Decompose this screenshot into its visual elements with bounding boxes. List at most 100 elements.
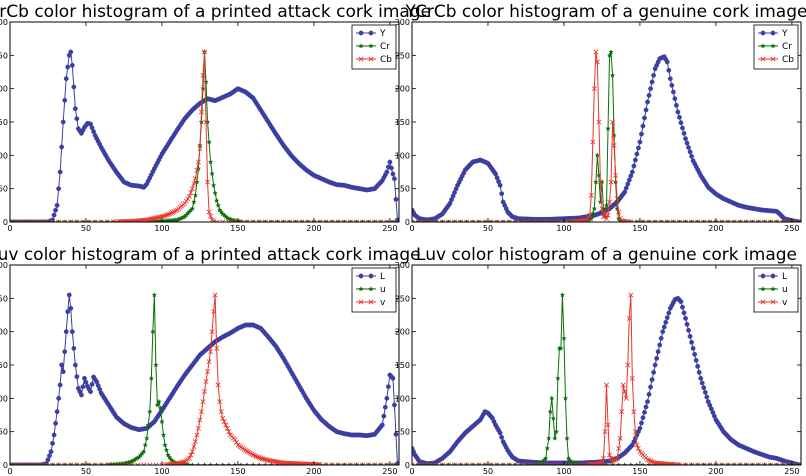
series-point-Cb <box>317 219 323 222</box>
series-point-Cb <box>170 209 176 215</box>
series-point-Cb <box>561 219 567 222</box>
series-point-v <box>31 462 37 465</box>
y-tick-label: 250 <box>0 51 8 60</box>
legend-label-Cr: Cr <box>380 42 390 52</box>
legend-marker-Y <box>760 30 766 36</box>
series-point-Cb <box>384 219 390 222</box>
series-point-Cb <box>731 219 737 222</box>
series-point-L <box>74 374 80 380</box>
series-point-v <box>110 462 116 465</box>
series-point-v <box>116 462 122 465</box>
series-point-u <box>156 398 162 404</box>
series-point-v <box>224 425 230 431</box>
series-point-v <box>452 462 458 465</box>
y-tick-label: 150 <box>395 118 410 127</box>
x-tick-label: 50 <box>483 224 493 233</box>
y-tick-label: 0 <box>3 218 8 227</box>
series-point-v <box>651 459 657 465</box>
series-point-v <box>719 462 725 465</box>
series-point-u <box>145 422 151 428</box>
series-point-u <box>546 435 552 441</box>
series-point-v <box>215 382 221 388</box>
series-point-Cb <box>214 219 220 222</box>
series-point-Cb <box>56 219 62 222</box>
series-point-L <box>649 377 655 383</box>
series-point-Cb <box>500 219 506 222</box>
series-point-L <box>56 395 62 401</box>
series-point-v <box>68 462 74 465</box>
y-tick-label: 200 <box>395 85 410 94</box>
series-point-Y <box>664 59 670 65</box>
series-point-L <box>60 369 66 375</box>
series-point-Cb <box>683 219 688 222</box>
series-point-v <box>458 462 464 465</box>
series-point-L <box>689 339 694 345</box>
series-point-Cb <box>549 219 555 222</box>
series-point-Cb <box>19 219 25 222</box>
series-point-Y <box>672 96 678 102</box>
legend-label-u: u <box>380 285 386 295</box>
series-point-v <box>86 462 92 465</box>
series-point-L <box>666 310 672 316</box>
x-tick-label: 0 <box>409 467 414 476</box>
x-tick-label: 250 <box>784 224 799 233</box>
series-point-L <box>678 299 684 305</box>
x-tick-label: 200 <box>306 224 321 233</box>
series-point-u <box>559 292 566 298</box>
series-point-v <box>768 462 774 465</box>
series-point-v <box>153 462 159 465</box>
plot-area <box>412 292 801 465</box>
series-line-L <box>412 297 800 465</box>
plot-area <box>412 49 801 222</box>
series-point-u <box>555 375 561 381</box>
series-point-v <box>608 455 614 461</box>
series-point-L <box>699 380 705 386</box>
series-point-Y <box>57 169 63 175</box>
series-point-L <box>68 305 74 311</box>
series-point-v <box>780 462 786 465</box>
series-point-v <box>200 399 206 405</box>
legend-marker-Y <box>770 30 776 36</box>
series-point-u <box>256 462 262 465</box>
series-point-v <box>433 462 439 465</box>
series-point-Cb <box>185 196 191 202</box>
series-point-v <box>412 462 415 465</box>
series-point-L <box>392 402 397 408</box>
series-point-Y <box>648 86 653 92</box>
series-point-Cb <box>713 219 719 222</box>
y-tick-label: 150 <box>0 361 8 370</box>
series-point-Y <box>497 182 503 188</box>
series-point-v <box>233 439 239 445</box>
series-point-Cb <box>86 219 92 222</box>
series-point-v <box>212 292 218 298</box>
series-point-v <box>179 459 185 465</box>
series-point-Cb <box>737 219 743 222</box>
series-point-v <box>619 409 625 415</box>
series-point-v <box>645 457 651 463</box>
series-point-Cb <box>774 219 780 222</box>
series-point-Cb <box>695 219 701 222</box>
series-point-Cb <box>226 219 232 222</box>
series-point-Y <box>390 171 396 177</box>
series-point-Cb <box>200 72 206 78</box>
series-point-Cb <box>372 219 378 222</box>
series-point-u <box>213 462 220 465</box>
series-point-Cb <box>238 219 244 222</box>
legend-label-u: u <box>782 285 788 295</box>
series-point-Y <box>56 186 62 192</box>
series-point-Cr <box>590 210 596 216</box>
legend-label-Y: Y <box>781 29 788 39</box>
series-point-Cb <box>250 219 256 222</box>
series-point-Cb <box>616 209 622 215</box>
y-tick-label: 300 <box>0 18 8 27</box>
x-tick-label: 50 <box>81 467 91 476</box>
series-point-Y <box>640 123 646 129</box>
series-point-Y <box>387 159 393 165</box>
series-point-L <box>54 409 60 415</box>
series-point-Cb <box>590 139 596 145</box>
legend-marker-Cb <box>760 56 766 62</box>
series-point-u <box>547 408 553 414</box>
series-point-Cb <box>206 209 212 215</box>
x-tick-label: 0 <box>7 224 12 233</box>
series-point-v <box>594 461 600 465</box>
